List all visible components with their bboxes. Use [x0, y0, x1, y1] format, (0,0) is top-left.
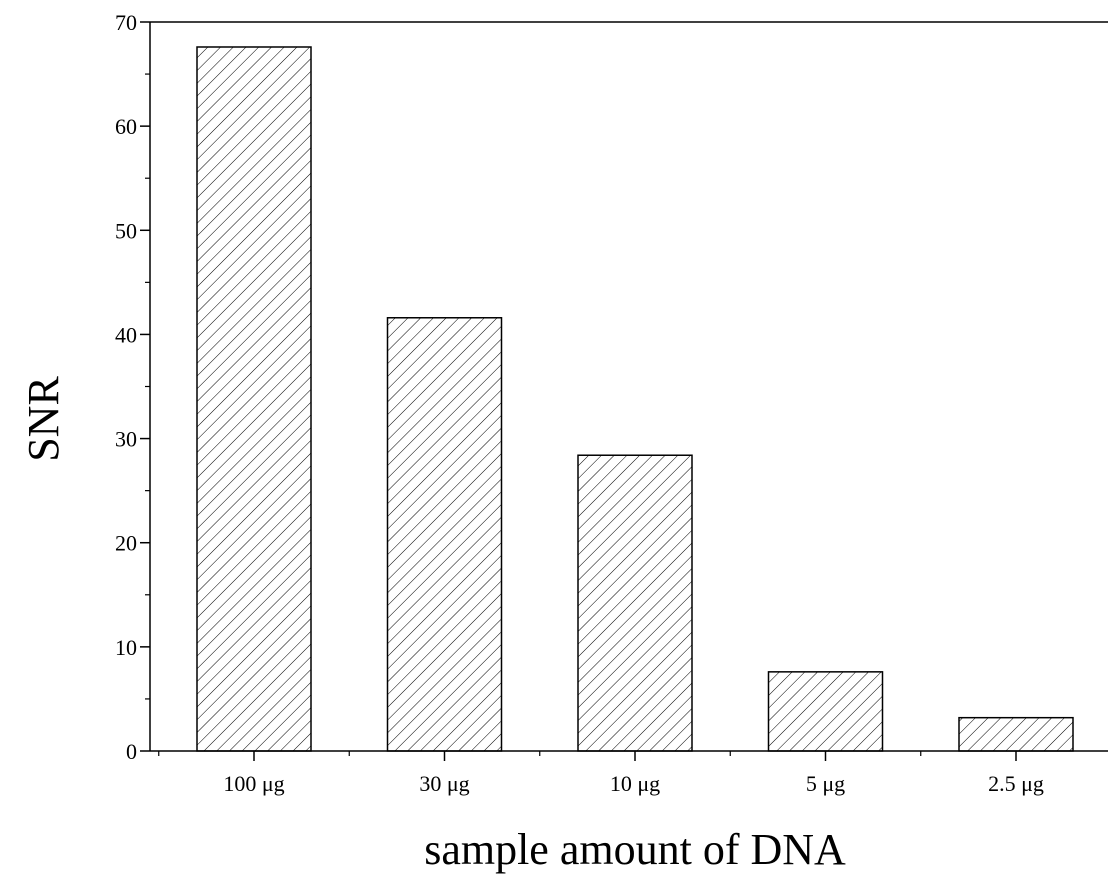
x-tick-label: 2.5 μg	[988, 771, 1044, 796]
bar	[386, 317, 503, 752]
y-tick-label: 70	[115, 10, 137, 35]
y-tick-label: 10	[115, 635, 137, 660]
x-tick-label: 5 μg	[806, 771, 845, 796]
bar	[196, 46, 312, 752]
y-axis-title: SNR	[19, 376, 68, 462]
x-tick-label: 30 μg	[419, 771, 469, 796]
y-tick-label: 0	[126, 739, 137, 764]
bar	[958, 716, 1074, 752]
labels-layer: 100 μg 30 μg 10 μg 5 μg 2.5 μg 0 10 20 30 40 50 60 7…	[115, 10, 1044, 796]
x-axis-title: sample amount of DNA	[424, 825, 846, 874]
y-tick-label: 60	[115, 114, 137, 139]
axes-layer	[140, 21, 1108, 761]
bars-layer	[196, 46, 1074, 752]
y-tick-label: 50	[115, 218, 137, 243]
x-tick-label: 10 μg	[610, 771, 660, 796]
y-tick-label: 20	[115, 531, 137, 556]
y-tick-label: 30	[115, 427, 137, 452]
y-tick-label: 40	[115, 322, 137, 347]
x-tick-label: 100 μg	[223, 771, 284, 796]
bar	[577, 454, 693, 752]
bar	[767, 671, 884, 752]
